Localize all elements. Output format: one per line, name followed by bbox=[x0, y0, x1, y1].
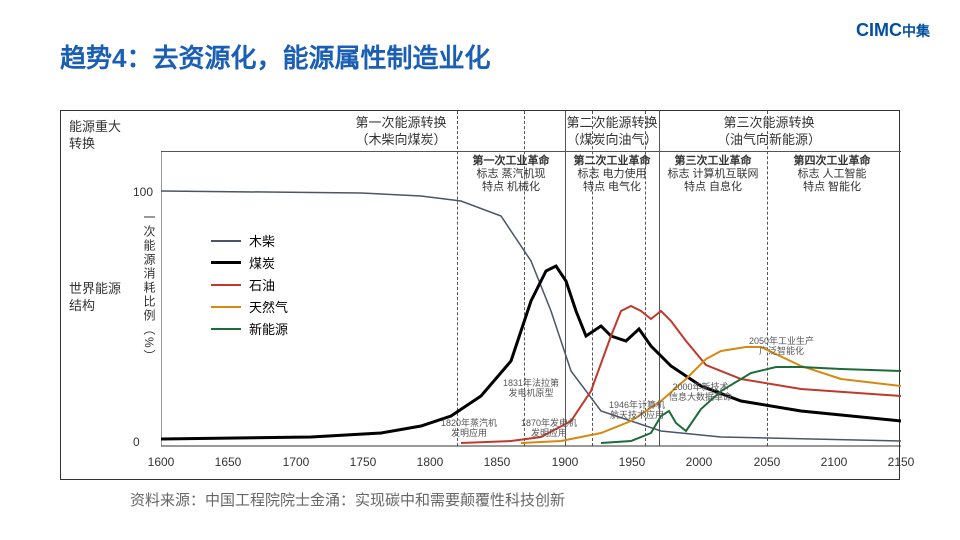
note-3: 1946年计算机 航天技术应用 bbox=[609, 401, 665, 421]
x-tick: 1650 bbox=[215, 455, 242, 469]
x-tick: 1700 bbox=[283, 455, 310, 469]
legend-gas: 天然气 bbox=[211, 297, 288, 316]
x-tick: 1750 bbox=[350, 455, 377, 469]
x-tick: 2150 bbox=[888, 455, 915, 469]
page-title: 趋势4：去资源化，能源属性制造业化 bbox=[60, 38, 490, 75]
legend-new: 新能源 bbox=[211, 319, 288, 338]
x-tick: 2000 bbox=[686, 455, 713, 469]
x-tick: 1800 bbox=[417, 455, 444, 469]
legend-coal: 煤炭 bbox=[211, 253, 288, 272]
legend-wood: 木柴 bbox=[211, 231, 288, 250]
x-tick: 1850 bbox=[484, 455, 511, 469]
note-4: 2000年新技术 信息大数据革命 bbox=[669, 383, 732, 403]
legend-oil: 石油 bbox=[211, 275, 288, 294]
y-tick-100: 100 bbox=[133, 185, 153, 199]
logo-sub: 中集 bbox=[902, 23, 930, 39]
legend: 木柴 煤炭 石油 天然气 新能源 bbox=[211, 231, 288, 341]
logo-main: CIMC bbox=[856, 20, 902, 40]
x-tick: 1900 bbox=[552, 455, 579, 469]
y-tick-0: 0 bbox=[133, 435, 140, 449]
plot-area: 100 0 第一次能源转换 （木柴向煤炭） 第二次能源转换 （煤炭向油气） 第三… bbox=[161, 111, 901, 481]
chart-frame: 能源重大转换 世界能源结构 一次能源消耗比例（%） 100 0 第一次能源转换 … bbox=[60, 110, 900, 480]
x-tick: 2050 bbox=[754, 455, 781, 469]
source-text: 资料来源：中国工程院院士金涌：实现碳中和需要颠覆性科技创新 bbox=[130, 489, 565, 510]
note-0: 1820年蒸汽机 发明应用 bbox=[441, 419, 497, 439]
note-2: 1870年发电机 发明应用 bbox=[521, 419, 577, 439]
y-label-mid: 世界能源结构 bbox=[69, 281, 129, 315]
logo: CIMC中集 bbox=[856, 20, 930, 41]
x-tick: 2100 bbox=[821, 455, 848, 469]
y-axis-label: 一次能源消耗比例（%） bbox=[141, 211, 158, 364]
y-label-top: 能源重大转换 bbox=[69, 119, 129, 153]
x-tick: 1600 bbox=[148, 455, 175, 469]
x-tick: 1950 bbox=[619, 455, 646, 469]
note-1: 1831年法拉第 发电机原型 bbox=[503, 379, 559, 399]
note-5: 2050年工业生产 广泛智能化 bbox=[749, 337, 814, 357]
